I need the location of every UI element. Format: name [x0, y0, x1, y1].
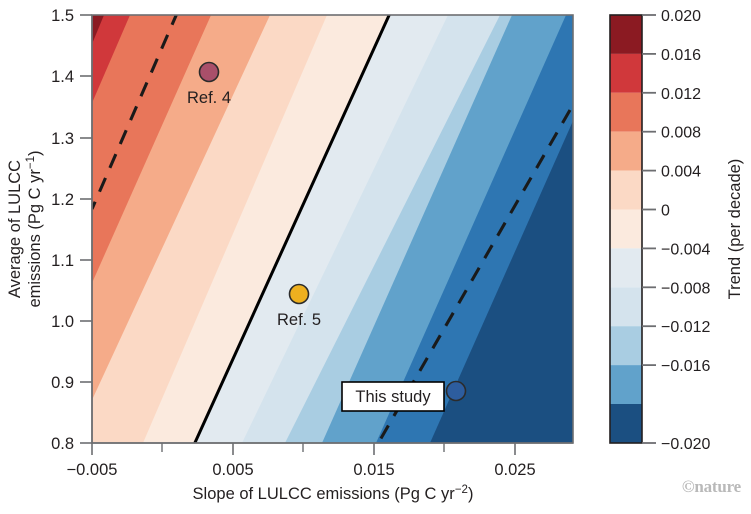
- contour-band-p020: [92, 15, 104, 44]
- ref5-label: Ref. 5: [277, 311, 321, 329]
- colorbar-swatch-6: [610, 248, 642, 288]
- colorbar-label-0: 0.020: [661, 8, 701, 25]
- contour-fill-area: [92, 15, 573, 443]
- contour-band-p016: [92, 15, 130, 103]
- y-axis: 0.8 0.9 1.0 1.1 1.2 1.3 1.4 1.5 Average …: [6, 7, 93, 453]
- dashed-contour-upper-left: [92, 15, 178, 210]
- y-tick-label-7: 1.5: [51, 7, 74, 25]
- x-axis: −0.005 0.005 0.015 0.025 Slope of LULCC …: [67, 442, 573, 503]
- colorbar-label-1: 0.016: [661, 47, 701, 64]
- colorbar-swatch-9: [610, 365, 642, 404]
- y-tick-label-6: 1.4: [51, 68, 74, 86]
- y-axis-title-main: emissions (Pg C yr: [26, 169, 44, 308]
- colorbar-swatch-2: [610, 92, 642, 132]
- y-tick-label-3: 1.1: [51, 252, 74, 270]
- colorbar-label-5: 0: [661, 203, 670, 220]
- colorbar-swatch-3: [610, 131, 642, 171]
- y-axis-title-close: ): [26, 150, 44, 156]
- x-tick-label-1: 0.005: [212, 461, 253, 479]
- this-study-marker[interactable]: [445, 380, 467, 402]
- colorbar-title: Trend (per decade): [726, 159, 744, 300]
- x-tick-label-3: 0.025: [494, 461, 535, 479]
- x-axis-title: Slope of LULCC emissions (Pg C yr−2): [193, 484, 474, 503]
- colorbar-label-8: −0.012: [661, 319, 710, 336]
- colorbar-label-2: 0.012: [661, 86, 701, 103]
- x-axis-title-close: ): [468, 485, 474, 503]
- y-axis-title-superscript: −1: [25, 156, 37, 169]
- x-tick-label-2: 0.015: [353, 461, 394, 479]
- colorbar-label-10: −0.020: [661, 436, 710, 453]
- colorbar-label-9: −0.016: [661, 358, 710, 375]
- contour-band-p012b: [92, 15, 211, 283]
- colorbar-label-3: 0.008: [661, 125, 701, 142]
- data-point-ref4[interactable]: Ref. 4: [187, 61, 231, 108]
- x-tick-label-0: −0.005: [67, 461, 118, 479]
- y-tick-label-4: 1.2: [51, 191, 74, 209]
- colorbar-swatch-8: [610, 326, 642, 366]
- colorbar-label-4: 0.004: [661, 164, 701, 181]
- x-axis-title-superscript: −2: [455, 484, 468, 496]
- colorbar-swatch-5: [610, 209, 642, 249]
- y-tick-label-1: 0.9: [51, 374, 74, 392]
- colorbar-swatch-10: [610, 404, 642, 443]
- colorbar-frame: [609, 14, 643, 444]
- colorbar-label-6: −0.004: [661, 241, 710, 258]
- this-study-label-box: [341, 381, 445, 412]
- colorbar-label-7: −0.008: [661, 280, 710, 297]
- data-point-this-study[interactable]: This study: [341, 380, 467, 412]
- colorbar-swatch-7: [610, 287, 642, 327]
- x-axis-title-main: Slope of LULCC emissions (Pg C yr: [193, 485, 456, 503]
- y-axis-title-line2: emissions (Pg C yr−1): [25, 150, 44, 307]
- zero-contour-line: [193, 15, 391, 443]
- ref5-marker[interactable]: [288, 283, 310, 305]
- ref4-label: Ref. 4: [187, 89, 231, 107]
- colorbar-swatch-1: [610, 53, 642, 93]
- nature-watermark: ©nature: [681, 477, 741, 496]
- colorbar-swatch-0: [610, 15, 642, 54]
- data-point-ref5[interactable]: Ref. 5: [277, 283, 321, 330]
- y-tick-label-2: 1.0: [51, 313, 74, 331]
- ref4-marker[interactable]: [198, 61, 220, 83]
- this-study-label: This study: [355, 388, 431, 406]
- y-tick-label-0: 0.8: [51, 435, 74, 453]
- y-axis-title-line1: Average of LULCC: [6, 160, 24, 298]
- colorbar-swatch-4: [610, 170, 642, 210]
- colorbar: 0.020 0.016 0.012 0.008 0.004 0 −0.004 −…: [609, 8, 744, 453]
- y-tick-label-5: 1.3: [51, 130, 74, 148]
